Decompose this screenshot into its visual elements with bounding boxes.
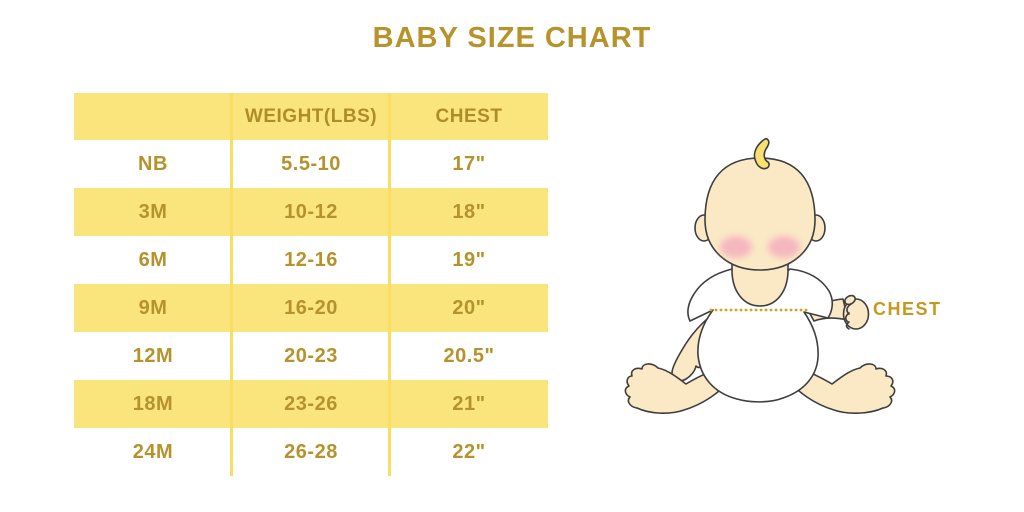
baby-head bbox=[704, 157, 816, 271]
table-row-18m: 18M 23-26 21" bbox=[74, 380, 548, 428]
chest-cell: 20" bbox=[452, 296, 486, 319]
table-row-3m: 3M 10-12 18" bbox=[74, 188, 548, 236]
weight-cell: 5.5-10 bbox=[281, 152, 341, 175]
chest-cell: 19" bbox=[452, 248, 486, 271]
baby-onesie bbox=[687, 268, 834, 403]
baby-illustration-svg bbox=[624, 137, 896, 414]
weight-cell: 16-20 bbox=[284, 296, 338, 319]
header-cell-size bbox=[74, 93, 232, 140]
column-separator bbox=[230, 93, 233, 476]
header-cell-weight: WEIGHT(LBS) bbox=[244, 105, 378, 127]
size-cell: 9M bbox=[138, 296, 168, 319]
chest-cell: 21" bbox=[452, 392, 486, 415]
table-row-6m: 6M 12-16 19" bbox=[74, 236, 548, 284]
size-cell: 6M bbox=[138, 248, 168, 271]
weight-cell: 12-16 bbox=[284, 248, 338, 271]
baby-knuckles bbox=[844, 303, 852, 330]
baby-hair-curl bbox=[753, 137, 770, 170]
baby-illustration bbox=[620, 120, 980, 440]
weight-cell: 10-12 bbox=[284, 200, 338, 223]
baby-thumb bbox=[844, 294, 856, 306]
size-table: WEIGHT(LBS) CHEST NB 5.5-10 17" 3M 10-12 18" 6M 1… bbox=[74, 93, 548, 476]
baby-blush-left bbox=[720, 236, 752, 258]
column-separator bbox=[388, 93, 391, 476]
table-row-24m: 24M 26-28 22" bbox=[74, 428, 548, 476]
baby-blush-right bbox=[768, 236, 800, 258]
size-cell: 24M bbox=[132, 440, 174, 463]
chest-cell: 20.5" bbox=[443, 344, 495, 367]
size-cell: 18M bbox=[132, 392, 174, 415]
chest-cell: 22" bbox=[452, 440, 486, 463]
table-header-row: WEIGHT(LBS) CHEST bbox=[74, 93, 548, 140]
table-row-12m: 12M 20-23 20.5" bbox=[74, 332, 548, 380]
size-cell: 12M bbox=[132, 344, 174, 367]
size-cell: NB bbox=[138, 152, 168, 175]
baby-right-fist bbox=[842, 298, 870, 330]
header-cell-chest: CHEST bbox=[435, 105, 503, 127]
size-cell: 3M bbox=[138, 200, 168, 223]
weight-cell: 20-23 bbox=[284, 344, 338, 367]
chest-cell: 17" bbox=[452, 152, 486, 175]
chest-cell: 18" bbox=[452, 200, 486, 223]
baby-right-leg bbox=[787, 363, 896, 414]
table-row-nb: NB 5.5-10 17" bbox=[74, 140, 548, 188]
table-row-9m: 9M 16-20 20" bbox=[74, 284, 548, 332]
weight-cell: 23-26 bbox=[284, 392, 338, 415]
weight-cell: 26-28 bbox=[284, 440, 338, 463]
page-title: BABY SIZE CHART bbox=[372, 22, 652, 54]
chest-measurement-label: CHEST bbox=[873, 299, 942, 319]
